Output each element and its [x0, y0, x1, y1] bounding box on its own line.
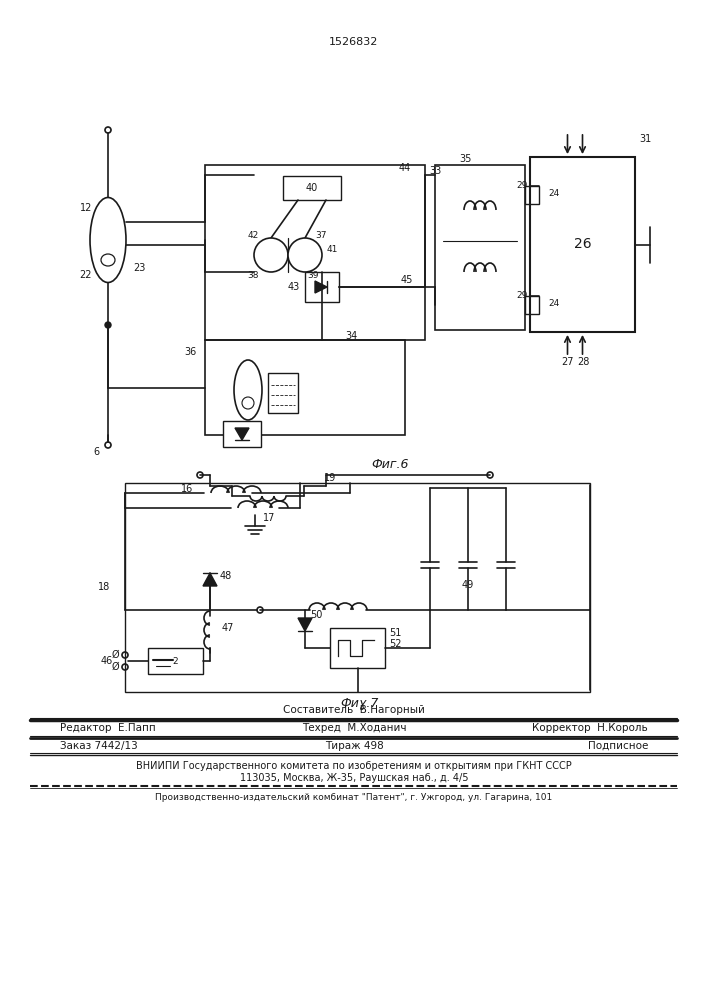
Bar: [268, 373, 298, 413]
Text: 40: 40: [306, 183, 318, 193]
Bar: [525, 186, 539, 204]
Text: 48: 48: [220, 571, 233, 581]
Text: 52: 52: [389, 639, 402, 649]
Text: 27: 27: [561, 357, 574, 367]
Text: 19: 19: [324, 473, 336, 483]
Polygon shape: [298, 618, 312, 631]
Text: 34: 34: [345, 331, 357, 341]
Text: Фиɣ.7: Фиɣ.7: [341, 698, 379, 710]
Text: 29: 29: [517, 182, 528, 190]
Text: 24: 24: [548, 190, 559, 198]
Text: Корректор  Н.Король: Корректор Н.Король: [532, 723, 648, 733]
Text: 23: 23: [133, 263, 146, 273]
Text: Редактор  Е.Папп: Редактор Е.Папп: [60, 723, 156, 733]
Bar: [330, 628, 385, 668]
Bar: [305, 272, 339, 302]
Text: 1526832: 1526832: [329, 37, 379, 47]
Text: Ø: Ø: [112, 662, 119, 672]
Ellipse shape: [101, 254, 115, 266]
Text: 2: 2: [173, 656, 178, 666]
Circle shape: [288, 238, 322, 272]
Text: 36: 36: [185, 347, 197, 357]
Text: 31: 31: [639, 134, 651, 144]
Text: Подписное: Подписное: [588, 741, 648, 751]
Circle shape: [105, 322, 111, 328]
Text: 28: 28: [578, 357, 590, 367]
Text: 29: 29: [517, 292, 528, 300]
Polygon shape: [235, 428, 249, 440]
Bar: [283, 176, 341, 200]
Bar: [530, 157, 635, 332]
Text: 17: 17: [263, 513, 275, 523]
Polygon shape: [315, 281, 327, 293]
Text: 49: 49: [462, 580, 474, 590]
Text: 16: 16: [181, 484, 193, 494]
Ellipse shape: [90, 198, 126, 282]
Text: 24: 24: [548, 300, 559, 308]
Bar: [205, 165, 425, 340]
Text: 26: 26: [573, 237, 591, 251]
Bar: [205, 340, 405, 435]
Text: 46: 46: [101, 656, 113, 666]
Text: 37: 37: [315, 232, 327, 240]
Text: Ø: Ø: [112, 650, 119, 660]
Text: Производственно-издательский комбинат "Патент", г. Ужгород, ул. Гагарина, 101: Производственно-издательский комбинат "П…: [156, 794, 553, 802]
Bar: [525, 296, 539, 314]
Text: Фиг.6: Фиг.6: [371, 458, 409, 472]
Bar: [435, 165, 525, 330]
Bar: [223, 421, 261, 447]
Text: 45: 45: [401, 275, 413, 285]
Text: 35: 35: [459, 154, 471, 164]
Text: 113035, Москва, Ж-35, Раушская наб., д. 4/5: 113035, Москва, Ж-35, Раушская наб., д. …: [240, 773, 468, 783]
Bar: [148, 648, 203, 674]
Circle shape: [254, 238, 288, 272]
Polygon shape: [203, 573, 217, 586]
Circle shape: [242, 397, 254, 409]
Text: 41: 41: [327, 245, 339, 254]
Text: 51: 51: [389, 628, 402, 638]
Text: ВНИИПИ Государственного комитета по изобретениям и открытиям при ГКНТ СССР: ВНИИПИ Государственного комитета по изоб…: [136, 761, 572, 771]
Text: 38: 38: [247, 271, 259, 280]
Text: 44: 44: [399, 163, 411, 173]
Text: Техред  М.Ходанич: Техред М.Ходанич: [302, 723, 407, 733]
Text: 43: 43: [288, 282, 300, 292]
Ellipse shape: [234, 360, 262, 420]
Text: Составитель  В.Нагорный: Составитель В.Нагорный: [283, 705, 425, 715]
Text: 12: 12: [80, 203, 92, 213]
Text: 42: 42: [247, 232, 259, 240]
Text: 6: 6: [94, 447, 100, 457]
Text: 18: 18: [98, 582, 110, 592]
Text: 47: 47: [222, 623, 235, 633]
Text: 50: 50: [310, 610, 322, 620]
Text: 39: 39: [308, 271, 319, 280]
Text: Заказ 7442/13: Заказ 7442/13: [60, 741, 138, 751]
Text: 33: 33: [429, 166, 441, 176]
Text: Тираж 498: Тираж 498: [325, 741, 383, 751]
Text: 22: 22: [80, 270, 92, 280]
Bar: [125, 483, 590, 692]
